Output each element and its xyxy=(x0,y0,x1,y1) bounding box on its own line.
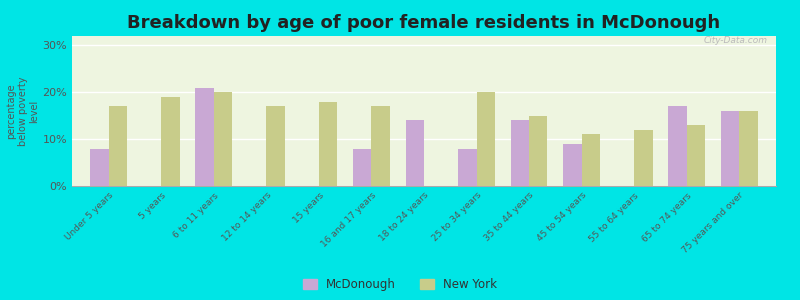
Bar xyxy=(195,88,214,186)
Text: City-Data.com: City-Data.com xyxy=(704,36,768,45)
Bar xyxy=(668,106,686,186)
Bar xyxy=(319,102,338,186)
Bar xyxy=(563,144,582,186)
Bar xyxy=(510,120,529,186)
Bar xyxy=(477,92,495,186)
Bar xyxy=(529,116,547,186)
Legend: McDonough, New York: McDonough, New York xyxy=(302,278,498,291)
Bar xyxy=(353,148,371,186)
Bar xyxy=(686,125,705,186)
Bar xyxy=(109,106,127,186)
Bar xyxy=(739,111,758,186)
Y-axis label: percentage
below poverty
level: percentage below poverty level xyxy=(6,76,40,146)
Bar xyxy=(371,106,390,186)
Bar xyxy=(162,97,180,186)
Bar xyxy=(266,106,285,186)
Bar xyxy=(90,148,109,186)
Bar xyxy=(634,130,653,186)
Bar xyxy=(458,148,477,186)
Bar xyxy=(406,120,424,186)
Bar xyxy=(582,134,600,186)
Bar xyxy=(721,111,739,186)
Bar xyxy=(214,92,232,186)
Title: Breakdown by age of poor female residents in McDonough: Breakdown by age of poor female resident… xyxy=(127,14,721,32)
